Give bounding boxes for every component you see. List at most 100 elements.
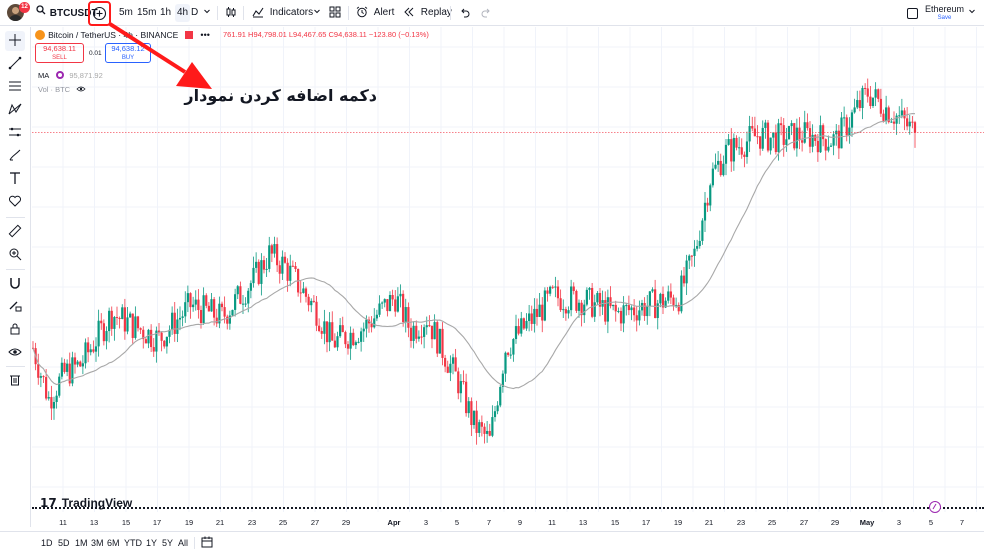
candle-body	[714, 164, 717, 169]
brush-tool[interactable]	[5, 146, 25, 166]
watermark-label: TradingView	[61, 496, 133, 510]
chart-pane[interactable]	[31, 27, 984, 512]
candle-body	[352, 332, 355, 346]
candle-body	[333, 340, 336, 348]
candle-body	[113, 317, 116, 329]
candle-body	[890, 121, 893, 123]
candle-body	[756, 136, 759, 138]
goto-date-button[interactable]	[201, 536, 213, 551]
candle-body	[635, 315, 638, 321]
replay-button[interactable]: Replay	[403, 0, 452, 26]
candle-body	[365, 319, 368, 329]
horizontal-lines-tool[interactable]	[5, 77, 25, 97]
layout-checkbox[interactable]	[907, 8, 918, 19]
candle-body	[858, 100, 861, 109]
undo-button[interactable]	[459, 0, 470, 26]
indicators-dropdown-button[interactable]	[313, 0, 321, 26]
more-options-button[interactable]: •••	[200, 30, 210, 40]
candle-body	[163, 340, 166, 347]
symbol-title[interactable]: Bitcoin / TetherUS · 4h · BINANCE	[48, 30, 179, 41]
lock-drawings-tool[interactable]	[5, 320, 25, 340]
alert-label: Alert	[373, 7, 395, 18]
undo-icon	[459, 7, 470, 18]
candle-body	[286, 262, 289, 281]
stay-in-drawing-mode-tool[interactable]	[5, 297, 25, 317]
interval-4h[interactable]: 4h	[175, 4, 191, 22]
candle-body	[559, 298, 562, 311]
layouts-button[interactable]	[329, 0, 341, 26]
range-3m[interactable]: 3M	[91, 538, 104, 548]
candle-body	[454, 357, 457, 372]
candlestick-chart	[31, 27, 984, 512]
measure-ranges-tool[interactable]	[5, 123, 25, 143]
candle-body	[150, 329, 153, 348]
range-ytd[interactable]: YTD	[124, 538, 142, 548]
range-1d[interactable]: 1D	[41, 538, 53, 548]
pattern-tool[interactable]	[5, 100, 25, 120]
interval-15m[interactable]: 15m	[137, 7, 157, 18]
buy-button[interactable]: 94,638.12 BUY	[105, 43, 151, 63]
candle-body	[782, 125, 785, 145]
layout-name-button[interactable]: Ethereum Save	[922, 4, 967, 24]
time-axis-label: 21	[704, 518, 714, 527]
magnet-tool[interactable]	[5, 274, 25, 294]
candle-body	[885, 107, 888, 121]
trend-line-tool[interactable]	[5, 54, 25, 74]
candle-body	[850, 112, 854, 128]
candle-body	[417, 336, 420, 339]
hide-drawings-tool[interactable]	[5, 343, 25, 363]
candle-body	[281, 256, 284, 274]
candle-body	[480, 422, 483, 427]
candle-body	[68, 363, 71, 384]
range-5d[interactable]: 5D	[58, 538, 70, 548]
redo-button[interactable]	[481, 0, 492, 26]
chart-type-button[interactable]	[225, 0, 237, 26]
alert-button[interactable]: Alert	[356, 0, 394, 26]
candle-body	[323, 321, 326, 334]
range-1y[interactable]: 1Y	[146, 538, 158, 548]
layout-dropdown-button[interactable]	[968, 0, 976, 26]
candle-body	[887, 107, 890, 123]
candle-body	[512, 339, 515, 355]
indicators-button[interactable]: Indicators	[252, 0, 313, 26]
candle-body	[906, 118, 909, 127]
crosshair-icon	[8, 33, 22, 50]
candle-body	[667, 291, 670, 301]
ruler-tool[interactable]	[5, 222, 25, 242]
interval-dropdown-button[interactable]	[203, 0, 211, 26]
interval-5m[interactable]: 5m	[119, 7, 133, 18]
crosshair-tool[interactable]	[5, 31, 25, 51]
candle-body	[903, 110, 906, 119]
time-axis-label: 21	[215, 518, 225, 527]
sell-button[interactable]: 94,638.11 SELL	[35, 43, 84, 63]
candle-body	[816, 140, 819, 153]
zoom-in-tool[interactable]	[5, 245, 25, 265]
candle-body	[748, 126, 751, 142]
candle-body	[383, 299, 386, 303]
compare-add-symbol-button[interactable]	[92, 6, 107, 21]
candle-body	[247, 290, 250, 304]
candle-body	[724, 144, 728, 164]
text-tool[interactable]	[5, 169, 25, 189]
ma-settings-icon[interactable]	[56, 71, 65, 80]
events-marker-icon[interactable]	[929, 501, 941, 513]
remove-drawings-tool[interactable]	[5, 371, 25, 391]
text-icon	[8, 171, 22, 188]
candle-body	[643, 302, 646, 317]
interval-1h[interactable]: 1h	[160, 7, 172, 18]
candle-body	[268, 245, 271, 269]
range-6m[interactable]: 6M	[107, 538, 120, 548]
eye-icon[interactable]	[76, 83, 86, 95]
candle-body	[234, 294, 237, 310]
candle-body	[693, 248, 696, 256]
candle-body	[535, 308, 539, 317]
candle-body	[87, 342, 90, 353]
symbol-search-button[interactable]: BTCUSDT	[36, 0, 98, 26]
interval-D[interactable]: D	[191, 7, 199, 18]
icons-tool[interactable]	[5, 192, 25, 212]
candle-body	[63, 362, 66, 372]
range-1m[interactable]: 1M	[75, 538, 88, 548]
candle-body	[260, 260, 263, 284]
range-5y[interactable]: 5Y	[162, 538, 174, 548]
range-all[interactable]: All	[178, 538, 189, 548]
